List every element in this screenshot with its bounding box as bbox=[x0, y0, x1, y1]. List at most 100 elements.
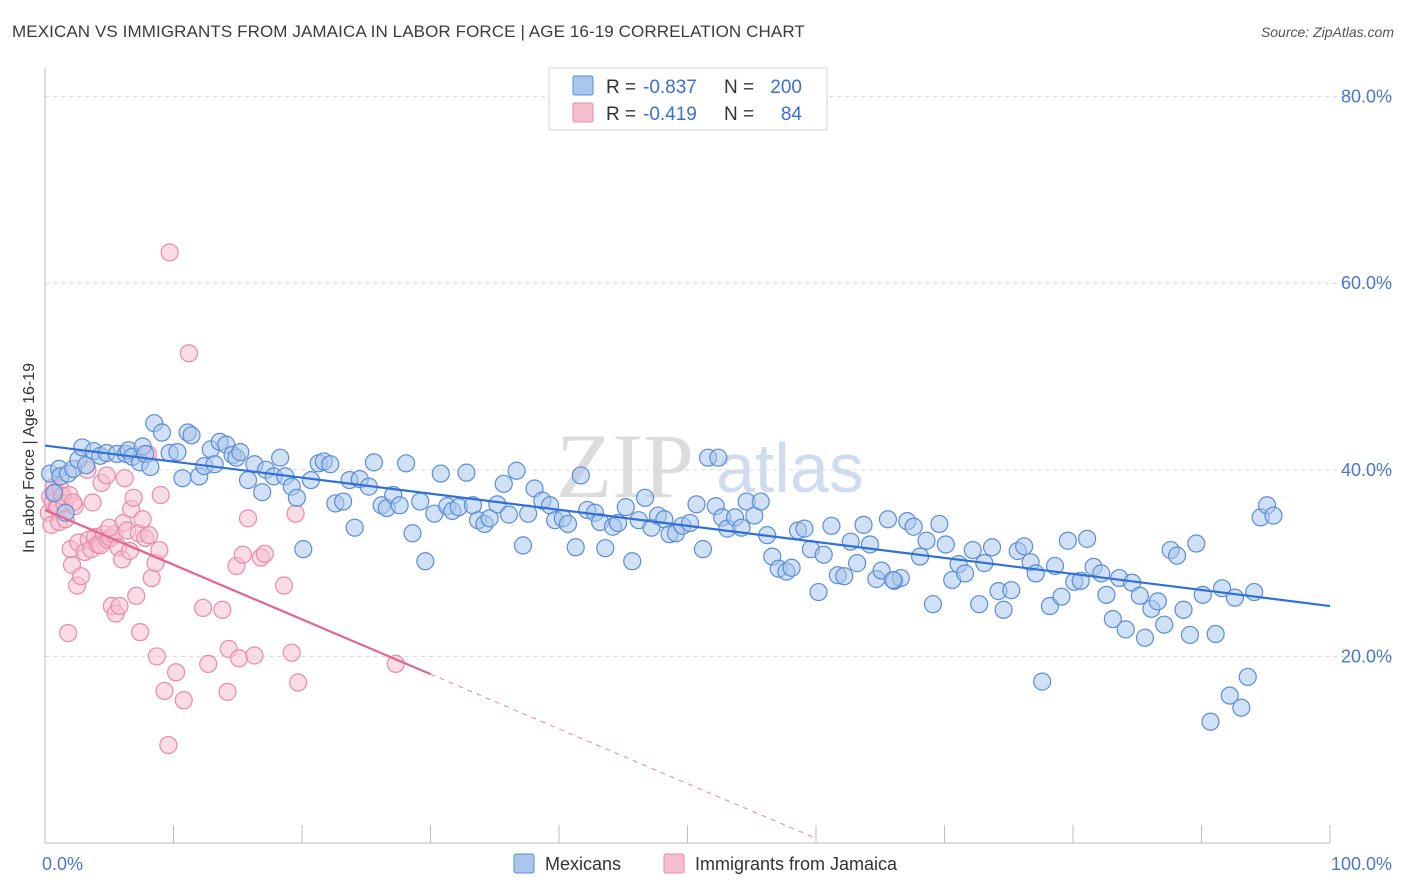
mexicans-point bbox=[1187, 534, 1206, 553]
jamaica-point bbox=[133, 510, 152, 529]
x-tick-labels: 0.0% 100.0% bbox=[42, 854, 1392, 874]
mexicans-point bbox=[1225, 588, 1245, 607]
mexicans-point bbox=[963, 540, 982, 560]
mexicans-point bbox=[513, 536, 533, 555]
jamaica-point bbox=[286, 504, 305, 523]
mexicans-point bbox=[751, 492, 770, 511]
trendlines bbox=[44, 444, 1331, 839]
legend-r-value-2: -0.419 bbox=[643, 104, 697, 125]
mexicans-point bbox=[1033, 672, 1052, 691]
legend-r-label-1: R = bbox=[606, 77, 636, 98]
jamaica-point bbox=[179, 344, 199, 363]
mexicans-point bbox=[488, 495, 507, 514]
mexicans-point bbox=[457, 463, 476, 482]
mexicans-point bbox=[494, 474, 513, 493]
mexicans-point bbox=[616, 498, 635, 517]
mexicans-point bbox=[1206, 624, 1225, 644]
mexicans-point bbox=[1220, 686, 1239, 705]
jamaica-point bbox=[245, 646, 264, 665]
mexicans-point bbox=[1097, 585, 1116, 604]
mexicans-point bbox=[709, 448, 728, 467]
mexicans-point bbox=[168, 443, 187, 462]
mexicans-point bbox=[271, 448, 290, 467]
mexicans-point bbox=[1092, 564, 1111, 583]
bottom-legend-swatch-mexicans bbox=[513, 853, 535, 874]
bottom-legend-jamaica: Immigrants from Jamaica bbox=[695, 854, 898, 874]
mexicans-point bbox=[878, 510, 898, 529]
mexicans-point bbox=[403, 524, 422, 543]
jamaica-point bbox=[274, 576, 294, 595]
mexicans-point bbox=[687, 495, 706, 514]
mexicans-point bbox=[1174, 600, 1193, 619]
mexicans-point bbox=[1201, 712, 1220, 731]
jamaica-point bbox=[142, 568, 161, 588]
mexicans-point bbox=[822, 516, 841, 535]
legend-r-value-1: -0.837 bbox=[643, 77, 697, 98]
mexicans-point bbox=[1148, 592, 1167, 611]
mexicans-point bbox=[1103, 609, 1122, 629]
mexicans-point bbox=[1238, 667, 1257, 687]
jamaica-point bbox=[229, 649, 249, 668]
mexicans-point bbox=[499, 505, 518, 524]
jamaica-point bbox=[59, 623, 78, 643]
x-tick-label: 100.0% bbox=[1331, 854, 1392, 874]
mexicans-point bbox=[635, 488, 655, 507]
mexicans-point bbox=[205, 455, 224, 474]
mexicans-point bbox=[345, 518, 364, 537]
mexicans-point bbox=[1180, 625, 1200, 645]
bottom-legend-mexicans: Mexicans bbox=[545, 854, 621, 874]
jamaica-point bbox=[218, 682, 237, 701]
mexicans-point bbox=[411, 492, 430, 511]
mexicans-point bbox=[1135, 628, 1155, 647]
jamaica-point bbox=[130, 623, 150, 642]
mexicans-point bbox=[883, 570, 903, 590]
jamaica-point bbox=[238, 509, 258, 528]
jamaica-point bbox=[83, 493, 102, 512]
mexicans-point bbox=[231, 443, 250, 462]
mexicans-point bbox=[182, 426, 201, 445]
mexicans-point bbox=[1078, 529, 1097, 548]
mexicans-point bbox=[936, 535, 955, 554]
grid-lines bbox=[45, 96, 1392, 657]
mexicans-point bbox=[623, 552, 642, 571]
mexicans-point bbox=[364, 453, 384, 472]
legend-swatch-mexicans bbox=[572, 75, 594, 96]
mexicans-point bbox=[596, 539, 615, 558]
jamaica-point bbox=[115, 469, 134, 488]
jamaica-point bbox=[255, 544, 274, 563]
mexicans-point bbox=[1264, 506, 1283, 525]
mexicans-point bbox=[571, 466, 590, 485]
mexicans-point bbox=[848, 554, 867, 573]
chart-source: Source: ZipAtlas.com bbox=[1260, 24, 1394, 40]
jamaica-point bbox=[127, 586, 146, 605]
legend-n-value-1: 200 bbox=[770, 77, 802, 98]
y-axis-label: In Labor Force | Age 16-19 bbox=[21, 363, 38, 553]
axes bbox=[44, 68, 1331, 844]
jamaica-point bbox=[213, 600, 232, 619]
mexicans-point bbox=[904, 517, 923, 536]
mexicans-point bbox=[693, 540, 713, 559]
mexicans-point bbox=[955, 564, 975, 583]
mexicans-point bbox=[1058, 531, 1077, 550]
mexicans-trendline bbox=[44, 444, 1331, 608]
mexicans-point bbox=[930, 514, 949, 534]
watermark-atlas: atlas bbox=[716, 429, 864, 507]
mexicans-point bbox=[152, 423, 172, 442]
jamaica-trendline bbox=[44, 508, 431, 676]
chart-title: MEXICAN VS IMMIGRANTS FROM JAMAICA IN LA… bbox=[12, 22, 805, 41]
legend-box bbox=[548, 67, 828, 131]
mexicans-point bbox=[77, 456, 96, 475]
mexicans-point bbox=[396, 454, 416, 473]
jamaica-point bbox=[174, 691, 193, 710]
mexicans-point bbox=[1071, 571, 1090, 590]
mexicans-point bbox=[1116, 620, 1135, 639]
y-tick-labels: 20.0% 40.0% 60.0% 80.0% bbox=[1341, 87, 1392, 667]
mexicans-point bbox=[416, 552, 435, 571]
mexicans-point bbox=[814, 545, 833, 564]
mexicans-point bbox=[431, 464, 450, 483]
mexicans-point bbox=[809, 582, 828, 602]
mexicans-point bbox=[782, 558, 801, 577]
mexicans-point bbox=[173, 469, 192, 488]
jamaica-point bbox=[97, 466, 116, 485]
